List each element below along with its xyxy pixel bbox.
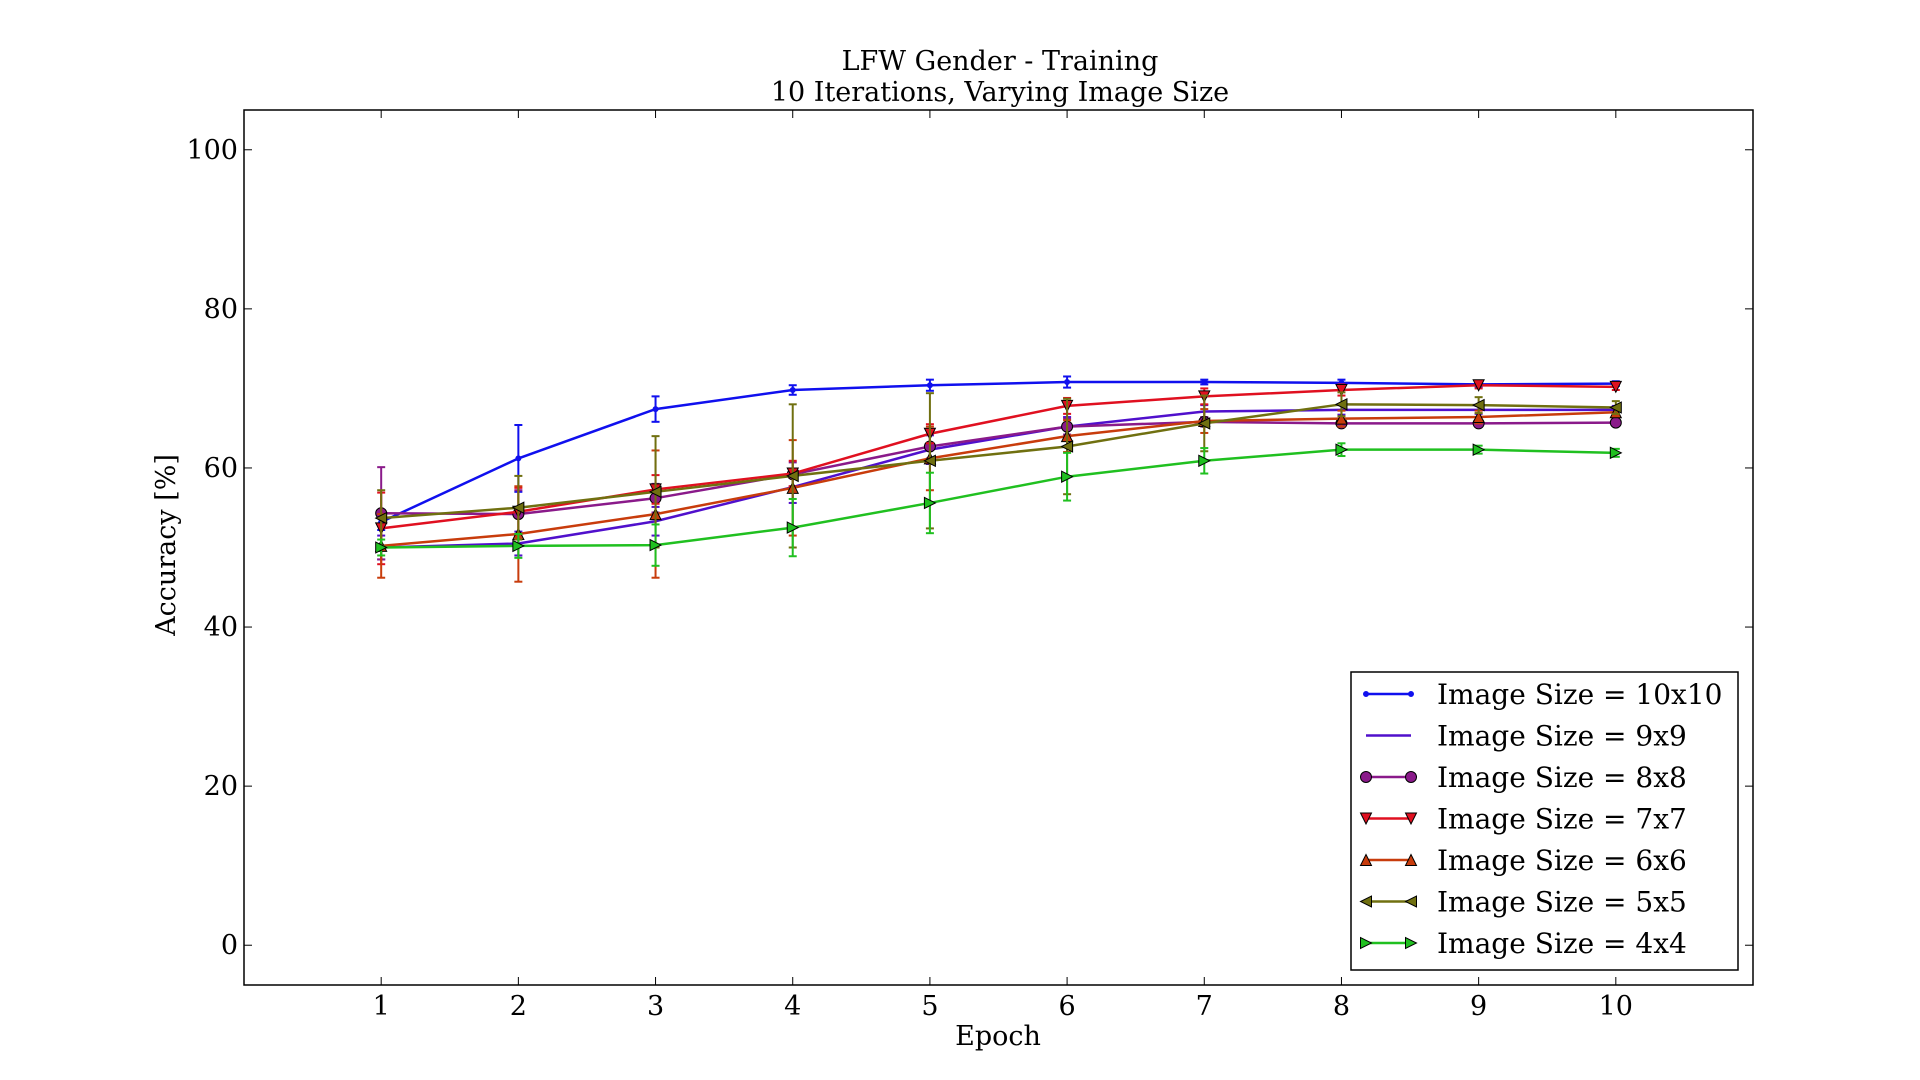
data-point bbox=[786, 469, 799, 483]
data-point bbox=[1472, 443, 1486, 456]
legend-item: Image Size = 4x4 bbox=[1360, 927, 1687, 960]
data-point bbox=[1609, 401, 1622, 414]
legend-marker bbox=[1408, 691, 1414, 697]
y-tick-label: 40 bbox=[204, 612, 238, 643]
data-point bbox=[649, 538, 663, 552]
x-tick-label: 3 bbox=[647, 991, 664, 1022]
data-point bbox=[926, 382, 933, 389]
x-tick-label: 9 bbox=[1470, 991, 1487, 1022]
data-point bbox=[1335, 412, 1348, 425]
y-tick-label: 100 bbox=[186, 135, 238, 166]
legend-marker bbox=[1404, 853, 1418, 866]
series-line bbox=[381, 408, 1616, 549]
data-point bbox=[1201, 379, 1208, 386]
legend-marker bbox=[1405, 771, 1417, 783]
data-point bbox=[1609, 416, 1622, 429]
series-line bbox=[381, 383, 1616, 530]
legend-label: Image Size = 8x8 bbox=[1437, 761, 1687, 794]
legend-label: Image Size = 9x9 bbox=[1437, 720, 1687, 753]
x-tick-label: 8 bbox=[1333, 991, 1350, 1022]
data-point bbox=[511, 501, 525, 515]
y-axis-label: Accuracy [%] bbox=[151, 454, 182, 637]
legend-label: Image Size = 7x7 bbox=[1437, 803, 1687, 836]
x-tick-label: 4 bbox=[784, 991, 801, 1022]
legend-marker bbox=[1404, 812, 1418, 826]
x-tick-label: 2 bbox=[510, 991, 527, 1022]
data-point bbox=[1061, 470, 1074, 484]
legend-marker bbox=[1363, 691, 1369, 697]
legend-marker bbox=[1360, 936, 1373, 950]
legend-item: Image Size = 5x5 bbox=[1359, 886, 1687, 919]
series-line bbox=[381, 448, 1616, 549]
series-6 bbox=[375, 442, 1623, 567]
x-tick-label: 6 bbox=[1058, 991, 1075, 1022]
data-point bbox=[512, 539, 525, 553]
data-point bbox=[1335, 384, 1348, 397]
series-line bbox=[381, 411, 1616, 548]
legend-label: Image Size = 4x4 bbox=[1437, 927, 1687, 960]
legend-item: Image Size = 8x8 bbox=[1360, 761, 1687, 794]
data-point bbox=[923, 496, 937, 510]
data-point bbox=[1472, 410, 1485, 424]
data-point bbox=[1060, 440, 1074, 453]
data-point bbox=[1197, 417, 1211, 430]
data-point bbox=[786, 521, 800, 534]
plot-frame bbox=[243, 109, 1754, 986]
legend-item: Image Size = 6x6 bbox=[1359, 844, 1687, 877]
data-point bbox=[1335, 443, 1349, 456]
legend-box bbox=[1350, 671, 1739, 971]
legend-item: Image Size = 9x9 bbox=[1366, 720, 1687, 753]
data-point bbox=[1609, 446, 1623, 460]
legend-item: Image Size = 7x7 bbox=[1359, 803, 1687, 836]
data-point bbox=[515, 455, 522, 462]
legend-label: Image Size = 5x5 bbox=[1437, 886, 1687, 919]
data-point bbox=[1472, 398, 1485, 412]
legend-marker bbox=[1405, 936, 1418, 950]
y-tick-label: 60 bbox=[204, 453, 238, 484]
y-tick-label: 80 bbox=[204, 294, 238, 325]
chart-title: LFW Gender - Training bbox=[842, 46, 1159, 77]
legend-marker bbox=[1359, 853, 1373, 866]
series-4 bbox=[374, 405, 1623, 583]
series-1 bbox=[377, 404, 1620, 561]
data-point bbox=[648, 485, 662, 499]
series-5 bbox=[374, 391, 1622, 549]
y-tick-label: 20 bbox=[204, 771, 238, 802]
x-tick-label: 1 bbox=[373, 991, 390, 1022]
data-point bbox=[1334, 398, 1348, 411]
data-point bbox=[1198, 454, 1211, 468]
chart-subtitle: 10 Iterations, Varying Image Size bbox=[771, 77, 1229, 108]
data-point bbox=[1609, 380, 1623, 394]
data-point bbox=[1472, 379, 1485, 392]
legend: Image Size = 10x10 Image Size = 9x9 Image … bbox=[1350, 671, 1739, 971]
data-point bbox=[375, 541, 388, 554]
x-tick-label: 7 bbox=[1196, 991, 1213, 1022]
y-tick-label: 0 bbox=[221, 930, 238, 961]
legend-marker bbox=[1360, 771, 1372, 783]
data-point bbox=[374, 511, 388, 525]
x-tick-label: 10 bbox=[1599, 991, 1633, 1022]
legend-label: Image Size = 10x10 bbox=[1437, 678, 1722, 711]
legend-marker bbox=[1359, 812, 1373, 826]
legend-label: Image Size = 6x6 bbox=[1437, 844, 1687, 877]
x-axis-label: Epoch bbox=[955, 1021, 1041, 1052]
series-line bbox=[381, 420, 1616, 516]
x-tick-label: 5 bbox=[921, 991, 938, 1022]
data-point bbox=[1064, 379, 1071, 386]
data-point bbox=[789, 387, 796, 393]
legend-marker bbox=[1404, 895, 1417, 908]
legend-marker bbox=[1359, 895, 1372, 908]
legend-item: Image Size = 10x10 bbox=[1363, 678, 1722, 711]
series-2 bbox=[375, 415, 1622, 561]
series-line bbox=[381, 403, 1616, 520]
data-point bbox=[923, 454, 936, 468]
series-line bbox=[380, 380, 1616, 524]
data-point bbox=[652, 406, 659, 413]
